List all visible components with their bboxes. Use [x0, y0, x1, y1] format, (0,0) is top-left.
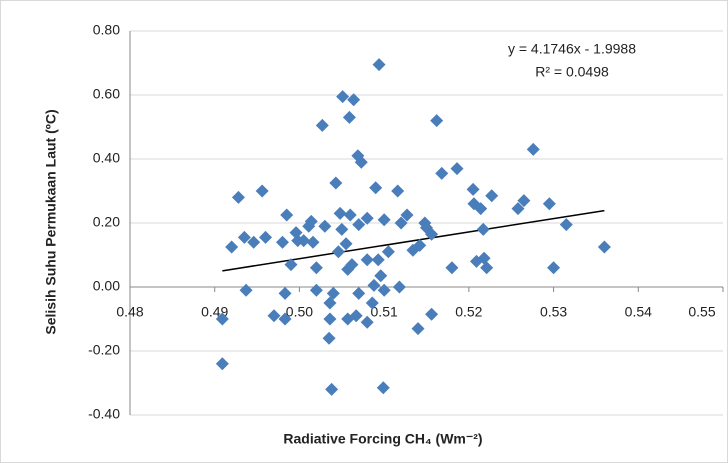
scatter-point — [445, 261, 459, 275]
scatter-point — [367, 278, 381, 292]
scatter-point — [349, 309, 363, 323]
scatter-point — [354, 155, 368, 169]
scatter-point — [450, 162, 464, 176]
scatter-point — [425, 307, 439, 321]
scatter-point — [333, 206, 347, 220]
scatter-point — [526, 142, 540, 156]
scatter-point — [477, 251, 491, 265]
scatter-point — [391, 184, 405, 198]
scatter-point — [323, 312, 337, 326]
y-tick-label: 0.80 — [93, 22, 120, 38]
scatter-point — [425, 227, 439, 241]
scatter-point — [309, 283, 323, 297]
scatter-point — [278, 286, 292, 300]
scatter-point — [331, 245, 345, 259]
scatter-point — [430, 114, 444, 128]
scatter-point — [466, 182, 480, 196]
scatter-point — [297, 234, 311, 248]
scatter-point — [345, 258, 359, 272]
y-tick-label: -0.40 — [88, 406, 120, 422]
x-tick-label: 0.55 — [688, 304, 715, 320]
y-tick-label: 0.40 — [93, 150, 120, 166]
scatter-point — [352, 286, 366, 300]
scatter-point — [352, 218, 366, 232]
y-tick-label: 0.00 — [93, 278, 120, 294]
scatter-point — [335, 222, 349, 236]
scatter-point — [480, 261, 494, 275]
scatter-point — [239, 283, 253, 297]
scatter-point — [374, 269, 388, 283]
scatter-point — [215, 312, 229, 326]
scatter-point — [360, 253, 374, 267]
scatter-point — [329, 176, 343, 190]
scatter-point — [376, 381, 390, 395]
scatter-point — [392, 280, 406, 294]
scatter-point — [322, 331, 336, 345]
scatter-point — [231, 190, 245, 204]
scatter-point — [394, 216, 408, 230]
scatter-point — [597, 240, 611, 254]
y-axis-title: Selisih Suhu Permukaan Laut (ºC) — [43, 109, 59, 334]
scatter-point — [485, 189, 499, 203]
y-tick-label: 0.60 — [93, 86, 120, 102]
scatter-point — [360, 211, 374, 225]
scatter-point — [326, 286, 340, 300]
scatter-point — [247, 235, 261, 249]
scatter-point — [284, 258, 298, 272]
scatter-point — [377, 213, 391, 227]
scatter-point — [372, 58, 386, 72]
scatter-point — [371, 253, 385, 267]
scatter-point — [559, 218, 573, 232]
scatter-point — [476, 222, 490, 236]
scatter-point — [306, 235, 320, 249]
scatter-point — [413, 238, 427, 252]
scatter-point — [280, 208, 294, 222]
scatter-point — [365, 296, 379, 310]
scatter-point — [369, 181, 383, 195]
scatter-point — [275, 235, 289, 249]
trendline-equation: y = 4.1746x - 1.9988 — [508, 41, 636, 57]
scatter-point — [411, 322, 425, 336]
scatter-point — [542, 197, 556, 211]
scatter-point — [215, 357, 229, 371]
scatter-point — [400, 208, 414, 222]
scatter-point — [474, 202, 488, 216]
scatter-point — [342, 110, 356, 124]
y-tick-label: -0.20 — [88, 342, 120, 358]
scatter-point — [377, 283, 391, 297]
trendline-r2: R² = 0.0498 — [535, 64, 609, 80]
scatter-point — [225, 240, 239, 254]
scatter-point — [259, 230, 273, 244]
scatter-point — [343, 208, 357, 222]
scatter-point — [255, 184, 269, 198]
scatter-point — [511, 202, 525, 216]
x-tick-label: 0.52 — [455, 304, 482, 320]
scatter-point — [237, 230, 251, 244]
x-axis-title: Radiative Forcing CH₄ (Wm⁻²) — [283, 431, 482, 447]
scatter-point — [336, 90, 350, 104]
x-tick-label: 0.50 — [286, 304, 313, 320]
scatter-point — [339, 237, 353, 251]
x-tick-label: 0.48 — [116, 304, 143, 320]
x-tick-label: 0.53 — [540, 304, 567, 320]
scatter-point — [325, 382, 339, 396]
x-tick-label: 0.54 — [625, 304, 652, 320]
scatter-point — [360, 315, 374, 329]
trendline — [222, 209, 605, 272]
scatter-point — [347, 93, 361, 107]
scatter-point — [278, 312, 292, 326]
y-tick-label: 0.20 — [93, 214, 120, 230]
x-tick-label: 0.51 — [371, 304, 398, 320]
scatter-point — [318, 219, 332, 233]
scatter-point — [267, 309, 281, 323]
scatter-point — [381, 245, 395, 259]
scatter-point — [435, 166, 449, 180]
scatter-point — [517, 194, 531, 208]
scatter-point — [315, 118, 329, 132]
scatter-point — [304, 214, 318, 228]
scatter-point — [309, 261, 323, 275]
scatter-point — [547, 261, 561, 275]
